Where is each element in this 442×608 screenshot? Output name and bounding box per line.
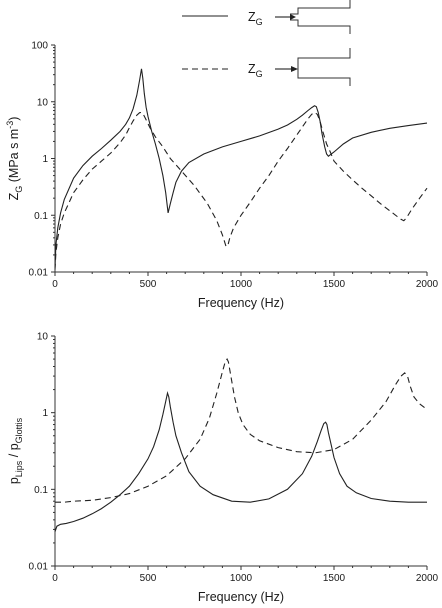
x-tick-label: 1000 [230, 279, 253, 290]
y-axis-label: pLips / pGlottis [7, 417, 24, 484]
y-tick-label: 1 [42, 154, 48, 165]
solid-series-line [54, 391, 427, 532]
x-tick-label: 0 [52, 279, 58, 290]
x-tick-label: 2000 [416, 573, 439, 584]
y-tick-label: 0.1 [34, 485, 48, 496]
pressure-ratio-chart: 0.01 0.1 1 10 0 500 1000 1500 2000 Frequency (Hz)… [7, 332, 439, 605]
y-tick-label: 0.01 [29, 268, 49, 279]
legend-tube-top [290, 0, 351, 34]
x-tick-label: 500 [140, 573, 157, 584]
y-tick-label: 10 [37, 97, 49, 108]
legend-dashed-label: ZG [248, 62, 263, 79]
x-tick-label: 500 [140, 279, 157, 290]
legend-tube-bottom [297, 48, 351, 86]
y-tick-label: 100 [31, 41, 48, 52]
y-tick-label: 0.1 [34, 211, 48, 222]
x-tick-label: 1000 [230, 573, 253, 584]
x-axis-label: Frequency (Hz) [198, 296, 284, 310]
dashed-series-line [54, 111, 428, 270]
x-axis-label: Frequency (Hz) [198, 590, 284, 604]
legend-solid-arrowhead [290, 14, 296, 20]
x-tick-label: 0 [52, 573, 58, 584]
legend-dashed-arrowhead [291, 66, 298, 72]
legend: ZG ZG [182, 0, 351, 86]
y-axis-label: ZG (MPa s m-3) [5, 117, 24, 201]
x-tick-label: 1500 [323, 279, 346, 290]
y-tick-label: 10 [37, 332, 49, 343]
dashed-series-line [55, 357, 428, 503]
y-tick-label: 1 [42, 408, 48, 419]
y-tick-label: 0.01 [29, 562, 49, 573]
solid-series-line [54, 68, 428, 268]
legend-solid-label: ZG [248, 10, 263, 27]
x-tick-label: 2000 [416, 279, 439, 290]
x-tick-label: 1500 [323, 573, 346, 584]
